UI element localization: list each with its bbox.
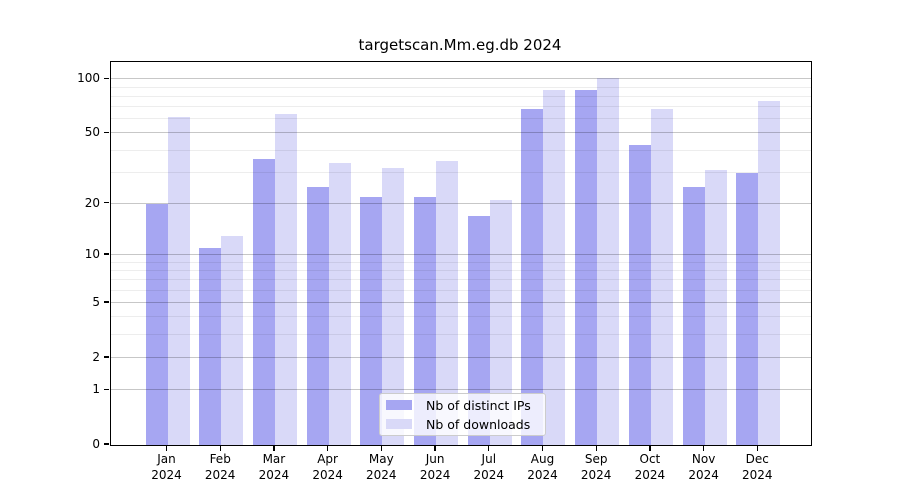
chart-title: targetscan.Mm.eg.db 2024 [358, 36, 562, 54]
major-gridline [111, 78, 811, 80]
legend-label: Nb of downloads [426, 416, 531, 432]
bar-downloads [704, 170, 727, 445]
x-tick-mark [595, 445, 597, 451]
minor-gridline [111, 289, 811, 291]
y-tick-mark [104, 356, 109, 358]
minor-gridline [111, 86, 811, 88]
y-tick-label: 2 [92, 349, 100, 364]
x-tick-mark [165, 445, 168, 451]
bar-downloads [221, 235, 244, 445]
y-tick-mark [104, 131, 109, 134]
legend-item-downloads: Nb of downloads [386, 416, 539, 432]
minor-gridline [111, 106, 811, 108]
minor-gridline [111, 149, 811, 151]
x-tick-mark [327, 445, 329, 451]
bar-downloads [597, 78, 620, 445]
y-tick-mark [104, 253, 109, 255]
major-gridline [111, 253, 811, 255]
x-tick-label: Apr 2024 [312, 452, 343, 482]
x-tick-label: Jun 2024 [419, 452, 451, 482]
bar-distinct-ips [521, 109, 544, 445]
y-tick-label: 100 [77, 71, 100, 86]
x-tick-label: Nov 2024 [688, 452, 719, 482]
plot-area [110, 61, 812, 446]
bar-distinct-ips [736, 172, 759, 445]
x-tick-label: Sep 2024 [580, 452, 612, 482]
x-tick-mark [756, 445, 758, 451]
y-tick-mark [104, 202, 109, 204]
bar-distinct-ips [199, 248, 222, 445]
y-tick-label: 10 [84, 246, 100, 261]
x-tick-mark [703, 445, 705, 451]
bar-distinct-ips [306, 186, 329, 445]
x-tick-mark [434, 445, 436, 451]
minor-gridline [111, 279, 811, 281]
y-tick-mark [104, 301, 109, 303]
bar-downloads [489, 200, 512, 445]
x-tick-mark [649, 445, 651, 451]
y-tick-label: 50 [84, 125, 100, 140]
major-gridline [111, 302, 811, 303]
x-tick-label: Oct 2024 [634, 452, 666, 482]
bar-distinct-ips [252, 158, 275, 445]
x-tick-label: May 2024 [366, 452, 397, 482]
minor-gridline [111, 118, 811, 120]
bar-downloads [543, 90, 566, 445]
bar-downloads [650, 109, 673, 445]
y-tick-label: 1 [92, 382, 100, 397]
legend-item-distinct-ips: Nb of distinct IPs [386, 397, 539, 413]
legend: Nb of distinct IPs Nb of downloads [379, 393, 546, 436]
minor-gridline [111, 334, 811, 336]
y-tick-label: 5 [92, 295, 100, 309]
minor-gridline [111, 269, 811, 271]
x-tick-mark [273, 445, 275, 451]
major-gridline [111, 356, 811, 358]
bar-distinct-ips [360, 196, 383, 445]
y-tick-mark [104, 388, 109, 390]
major-gridline [111, 132, 811, 134]
bar-distinct-ips [145, 203, 168, 445]
bar-distinct-ips [467, 215, 490, 445]
bar-distinct-ips [628, 145, 651, 445]
y-tick-label: 20 [84, 195, 100, 210]
x-tick-mark [219, 445, 221, 451]
x-tick-label: Mar 2024 [258, 452, 290, 482]
x-tick-mark [541, 445, 544, 451]
legend-label: Nb of distinct IPs [426, 397, 531, 413]
bar-downloads [167, 116, 190, 445]
bar-downloads [382, 167, 405, 445]
minor-gridline [111, 261, 811, 263]
ips-swatch-icon [386, 400, 412, 410]
y-tick-mark [104, 77, 109, 79]
bar-downloads [436, 161, 459, 445]
x-tick-label: Jul 2024 [473, 452, 505, 482]
bar-distinct-ips [575, 90, 598, 445]
x-tick-mark [488, 445, 490, 451]
downloads-swatch-icon [386, 419, 412, 429]
x-tick-mark [380, 445, 382, 451]
minor-gridline [111, 171, 811, 173]
x-tick-label: Feb 2024 [204, 452, 236, 482]
bar-downloads [274, 114, 297, 445]
major-gridline [111, 202, 811, 204]
x-tick-label: Jan 2024 [151, 452, 182, 482]
x-tick-label: Aug 2024 [527, 452, 558, 482]
y-tick-label: 0 [92, 437, 100, 451]
bar-distinct-ips [414, 196, 437, 445]
bar-distinct-ips [682, 186, 705, 445]
bar-downloads [758, 100, 781, 445]
bar-downloads [328, 163, 351, 445]
minor-gridline [111, 316, 811, 318]
x-tick-label: Dec 2024 [742, 452, 773, 482]
major-gridline [111, 389, 811, 391]
y-tick-mark [104, 443, 109, 445]
minor-gridline [111, 95, 811, 97]
